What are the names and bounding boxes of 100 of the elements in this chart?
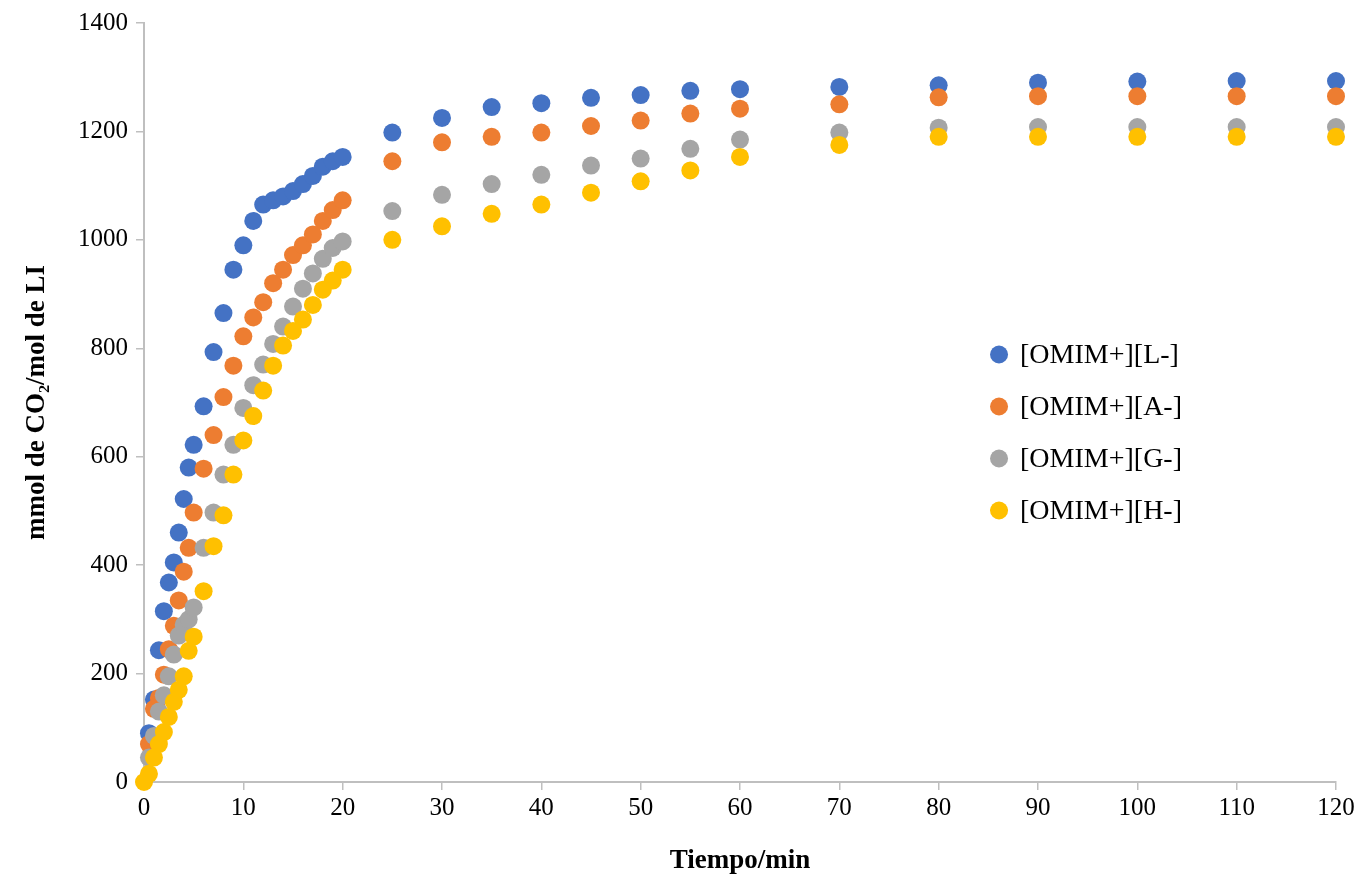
x-tick-label: 80 [926,792,952,820]
point [194,397,213,416]
point [234,431,253,450]
point [224,260,243,279]
point [582,117,600,136]
point [631,172,650,191]
legend-label: [OMIM+][A-] [1020,389,1183,421]
y-tick-label: 800 [90,332,128,360]
point [532,195,551,214]
point [681,161,700,180]
point [244,211,263,230]
point [284,321,302,340]
legend-label: [OMIM+][H-] [1020,493,1183,525]
point [214,506,233,525]
point [333,147,352,166]
point [159,707,178,726]
point [254,381,273,400]
x-tick-label: 50 [628,792,654,820]
point [293,236,312,255]
point [274,336,293,355]
point [532,94,551,113]
point [482,127,501,146]
point [482,175,501,194]
point [532,165,551,184]
point [224,356,243,375]
point [244,407,263,426]
point [482,204,501,223]
point [929,127,948,146]
point [631,149,650,168]
point [681,139,700,158]
point [731,130,749,149]
x-tick-label: 60 [727,792,753,820]
point [234,327,253,346]
point [631,111,650,130]
point [214,388,233,407]
x-tick-label: 90 [1025,792,1051,820]
x-tick-label: 120 [1317,792,1355,820]
x-axis-title: Tiempo/min [669,844,811,874]
point [179,538,198,557]
point [264,356,283,375]
point [1128,127,1147,146]
point [164,645,183,664]
x-tick-label: 100 [1118,792,1157,820]
point [582,156,600,175]
point [254,293,273,312]
point [383,123,402,142]
point [293,279,312,298]
point [681,81,700,100]
point [184,503,203,522]
x-tick-label: 30 [429,792,455,820]
legend-label: [OMIM+][G-] [1020,441,1183,473]
point [830,95,849,114]
point [214,304,233,323]
x-tick-label: 110 [1218,792,1255,820]
point [333,260,352,279]
point [159,573,178,592]
point [582,88,600,107]
legend-label: [OMIM+][L-] [1020,337,1179,369]
point [433,185,451,204]
point [204,343,223,362]
point [303,264,322,283]
y-axis-title: mmol de CO₂/mol de LI [20,264,50,541]
point [224,465,243,484]
point [274,260,293,279]
point [303,225,322,244]
point [184,598,203,617]
point [1327,87,1345,106]
point [383,202,402,221]
y-tick-label: 0 [115,766,128,794]
point [532,123,551,142]
point [174,490,193,508]
x-tick-label: 10 [230,792,256,820]
point [194,582,213,601]
point [433,217,451,236]
point [264,274,283,293]
point [204,426,223,445]
y-tick-label: 400 [90,549,128,577]
point [731,99,749,118]
point [433,108,451,127]
x-tick-label: 0 [137,792,151,820]
point [234,236,253,255]
point [174,667,193,686]
point [1029,87,1047,106]
point [1227,72,1246,91]
y-tick-label: 600 [90,441,128,469]
point [383,230,402,249]
y-tick-label: 1200 [78,115,128,143]
point [313,249,332,268]
point [1128,87,1147,106]
point [830,77,849,96]
point [731,80,749,99]
point [179,458,198,477]
point [1327,127,1345,146]
point [194,459,213,478]
point [303,295,322,314]
point [184,627,203,646]
x-tick-label: 70 [826,792,852,820]
point [333,232,352,251]
point [154,723,173,742]
x-tick-label: 20 [330,792,356,820]
